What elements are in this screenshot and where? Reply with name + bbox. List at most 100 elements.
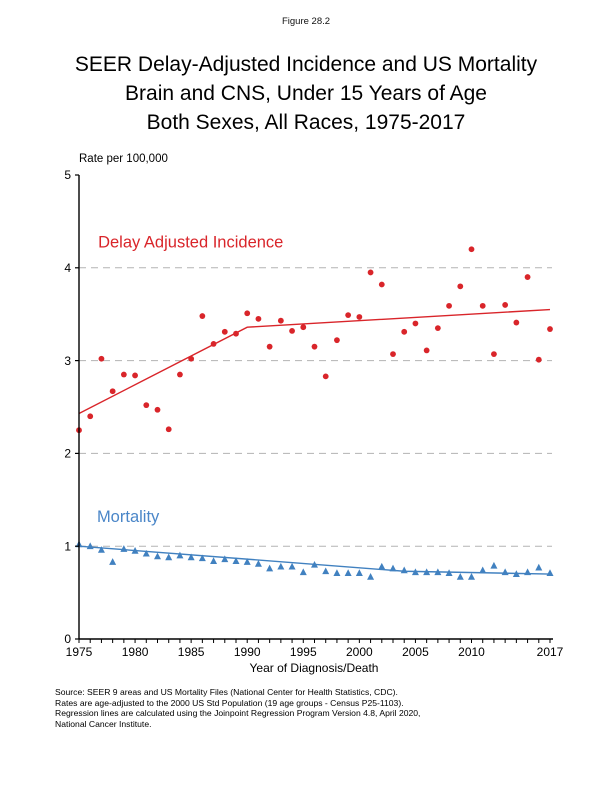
- mortality-point: [355, 569, 363, 577]
- mortality-point: [333, 569, 341, 577]
- y-tick-label: 0: [64, 632, 71, 646]
- y-tick-label: 2: [64, 447, 71, 461]
- series-label-mortality: Mortality: [97, 508, 160, 526]
- incidence-point: [535, 356, 542, 363]
- incidence-point: [334, 337, 340, 344]
- mortality-point: [198, 554, 206, 562]
- incidence-point: [177, 371, 183, 378]
- mortality-point: [434, 568, 442, 576]
- title-line-2: Brain and CNS, Under 15 Years of Age: [125, 82, 487, 105]
- mortality-point: [277, 562, 285, 570]
- incidence-point: [457, 283, 464, 290]
- x-tick-label: 2010: [458, 645, 485, 659]
- x-tick-label: 2005: [402, 645, 429, 659]
- mortality-point: [411, 568, 419, 576]
- x-tick-label: 1995: [290, 645, 317, 659]
- mortality-point: [232, 557, 240, 564]
- incidence-point: [143, 402, 150, 409]
- y-tick-label: 3: [64, 354, 71, 368]
- mortality-point: [243, 558, 251, 565]
- mortality-point: [142, 549, 150, 557]
- footnote-line-4: National Cancer Institute.: [55, 718, 152, 729]
- footnote-line-1: Source: SEER 9 areas and US Mortality Fi…: [55, 687, 398, 697]
- mortality-point: [322, 567, 330, 575]
- incidence-point: [479, 302, 486, 309]
- incidence-point: [378, 281, 385, 288]
- figure-label: Figure 28.2: [281, 16, 331, 27]
- mortality-point: [288, 562, 296, 570]
- incidence-point: [266, 343, 273, 350]
- incidence-point: [390, 351, 396, 358]
- x-tick-label: 1975: [66, 645, 93, 659]
- mortality-point: [165, 553, 173, 561]
- incidence-point: [434, 325, 441, 332]
- incidence-point: [87, 413, 94, 420]
- mortality-point: [311, 560, 318, 568]
- title-line-3: Both Sexes, All Races, 1975-2017: [146, 111, 466, 134]
- incidence-point: [210, 340, 217, 347]
- incidence-point: [401, 328, 408, 335]
- mortality-point: [120, 545, 128, 552]
- regression-line-incidence: [78, 308, 551, 415]
- mortality-point: [187, 553, 195, 561]
- y-tick-label: 5: [64, 168, 71, 182]
- incidence-point: [109, 388, 116, 395]
- x-tick-label: 1980: [122, 645, 149, 659]
- y-tick-label: 4: [64, 261, 71, 275]
- y-axis-title: Rate per 100,000: [79, 153, 168, 165]
- incidence-point: [233, 330, 239, 337]
- chart-title: SEER Delay-Adjusted Incidence and US Mor…: [0, 50, 612, 137]
- mortality-point: [389, 564, 397, 572]
- mortality-point: [210, 557, 218, 564]
- mortality-point: [344, 569, 352, 577]
- incidence-point: [132, 372, 138, 379]
- incidence-point: [446, 302, 452, 309]
- mortality-point: [479, 566, 487, 574]
- mortality-point: [546, 569, 554, 577]
- incidence-point: [356, 314, 363, 320]
- x-tick-label: 2000: [346, 645, 373, 659]
- mortality-point: [367, 573, 375, 580]
- incidence-point: [423, 347, 430, 354]
- incidence-point: [277, 317, 284, 324]
- mortality-point: [490, 561, 498, 569]
- mortality-point: [154, 552, 161, 560]
- x-tick-label: 1990: [234, 645, 261, 659]
- incidence-point: [244, 310, 251, 317]
- mortality-point: [131, 547, 139, 554]
- mortality-point: [109, 558, 117, 565]
- mortality-point: [221, 555, 229, 563]
- mortality-point: [468, 573, 475, 580]
- mortality-point: [423, 568, 431, 576]
- incidence-point: [221, 328, 228, 335]
- incidence-point: [345, 312, 352, 319]
- mortality-point: [535, 563, 543, 571]
- y-tick-label: 1: [64, 539, 71, 553]
- mortality-point: [86, 542, 94, 550]
- incidence-point: [120, 371, 127, 378]
- incidence-point: [367, 269, 374, 276]
- mortality-point: [512, 570, 520, 577]
- incidence-point: [154, 406, 161, 413]
- mortality-point: [266, 564, 274, 572]
- mortality-point: [456, 573, 464, 580]
- incidence-point: [289, 328, 295, 334]
- footnote-line-2: Rates are age-adjusted to the 2000 US St…: [55, 697, 404, 708]
- plot-generated-layer: 0 1 2 3 4 5 1975 1980 1985 1990 1995 2000 2005 2010 20…: [64, 168, 563, 659]
- footnote-line-3: Regression lines are calculated using th…: [55, 708, 421, 719]
- incidence-point: [255, 315, 262, 322]
- series-label-incidence: Delay Adjusted Incidence: [98, 233, 283, 251]
- incidence-point: [547, 326, 553, 332]
- mortality-point: [97, 546, 105, 553]
- incidence-point: [311, 343, 318, 350]
- incidence-point: [98, 355, 105, 362]
- incidence-point: [188, 355, 195, 362]
- mortality-point: [445, 569, 453, 577]
- title-line-1: SEER Delay-Adjusted Incidence and US Mor…: [74, 53, 538, 76]
- mortality-point: [400, 566, 408, 574]
- regression-line-mortality: [78, 545, 551, 575]
- incidence-point: [412, 320, 419, 327]
- incidence-point: [165, 426, 172, 433]
